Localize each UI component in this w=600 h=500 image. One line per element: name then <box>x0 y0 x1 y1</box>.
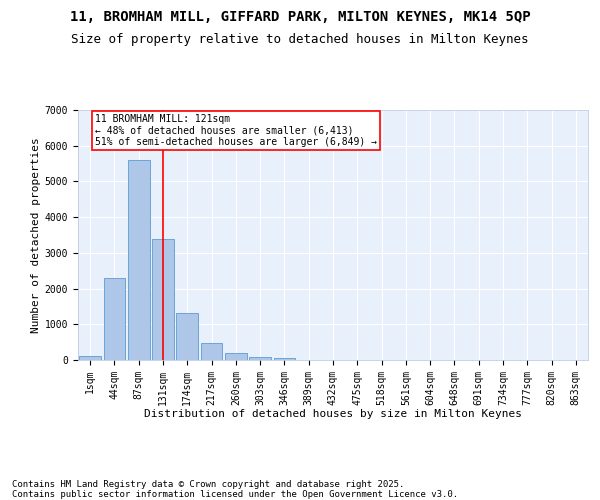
Bar <box>79 356 101 360</box>
Bar <box>249 357 271 360</box>
Text: Size of property relative to detached houses in Milton Keynes: Size of property relative to detached ho… <box>71 32 529 46</box>
Y-axis label: Number of detached properties: Number of detached properties <box>31 137 41 333</box>
Text: 11, BROMHAM MILL, GIFFARD PARK, MILTON KEYNES, MK14 5QP: 11, BROMHAM MILL, GIFFARD PARK, MILTON K… <box>70 10 530 24</box>
Bar <box>200 342 223 360</box>
Bar <box>104 278 125 360</box>
Bar <box>274 358 295 360</box>
X-axis label: Distribution of detached houses by size in Milton Keynes: Distribution of detached houses by size … <box>144 409 522 419</box>
Bar <box>176 313 198 360</box>
Bar <box>152 238 174 360</box>
Bar <box>225 354 247 360</box>
Bar <box>128 160 149 360</box>
Text: 11 BROMHAM MILL: 121sqm
← 48% of detached houses are smaller (6,413)
51% of semi: 11 BROMHAM MILL: 121sqm ← 48% of detache… <box>95 114 377 147</box>
Text: Contains HM Land Registry data © Crown copyright and database right 2025.
Contai: Contains HM Land Registry data © Crown c… <box>12 480 458 499</box>
